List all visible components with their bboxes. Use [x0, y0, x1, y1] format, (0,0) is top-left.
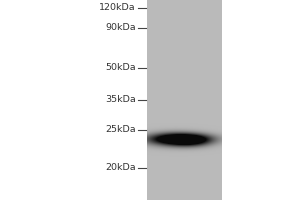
Text: 20kDa: 20kDa: [105, 164, 136, 172]
Text: 90kDa: 90kDa: [105, 23, 136, 32]
Text: 120kDa: 120kDa: [99, 3, 136, 12]
Text: 25kDa: 25kDa: [105, 126, 136, 134]
Text: 50kDa: 50kDa: [105, 64, 136, 72]
Bar: [147, 0, 222, 200]
Text: 35kDa: 35kDa: [105, 96, 136, 104]
